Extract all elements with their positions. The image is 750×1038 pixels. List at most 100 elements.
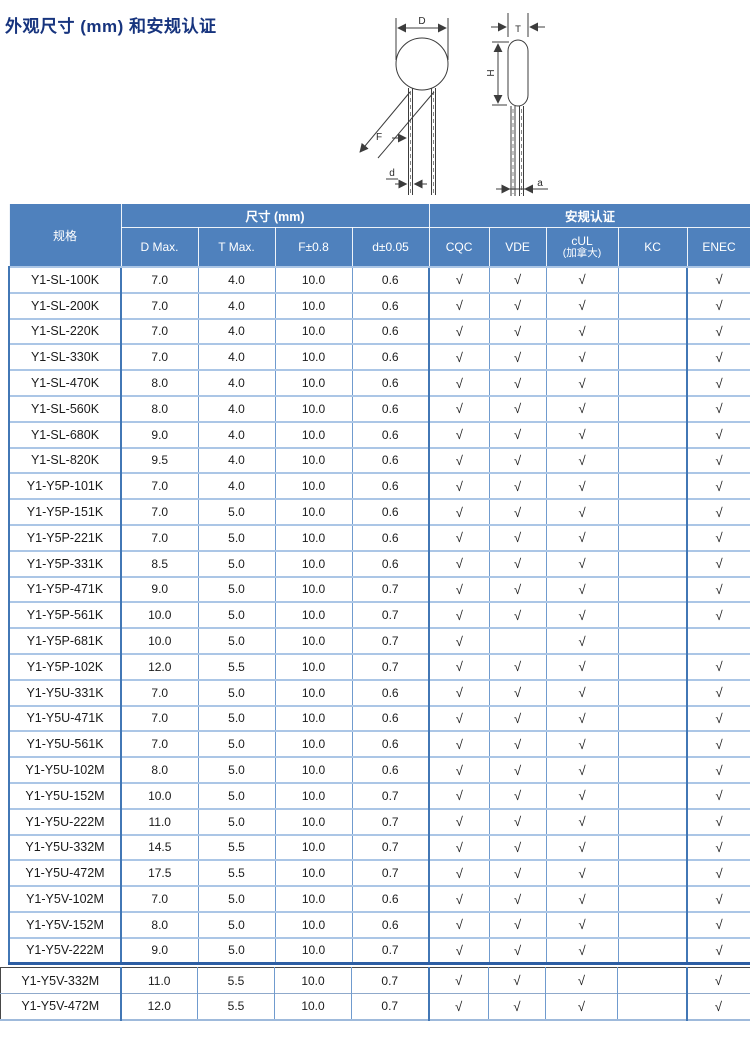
cqc-cell: √ (428, 266, 490, 293)
cul-cell: √ (545, 420, 619, 448)
kc-cell (617, 652, 688, 680)
vde-cell (488, 627, 547, 654)
enec-cell: √ (686, 394, 750, 422)
d-lead-cell: 0.6 (351, 756, 430, 783)
t-max-cell: 5.5 (197, 652, 275, 680)
cqc-cell: √ (428, 523, 490, 551)
d-max-cell: 7.0 (120, 317, 198, 345)
d-max-cell: 17.5 (120, 859, 198, 887)
cul-cell: √ (545, 885, 619, 912)
kc-cell (617, 678, 688, 706)
t-max-cell: 4.0 (197, 420, 275, 448)
cqc-cell: √ (428, 807, 490, 835)
f-cell: 10.0 (274, 652, 352, 680)
d-lead-cell: 0.7 (351, 859, 430, 887)
vde-cell: √ (488, 910, 547, 938)
t-max-cell: 4.0 (197, 317, 275, 345)
cul-cell: √ (545, 446, 619, 474)
vde-cell: √ (488, 498, 547, 525)
f-cell: 10.0 (274, 369, 352, 396)
spec-cell: Y1-SL-470K (8, 369, 121, 396)
table-row: Y1-Y5U-331K 7.0 5.0 10.0 0.6 √ √ √ √ (8, 678, 750, 706)
enec-cell: √ (686, 369, 750, 396)
d-max-cell: 8.0 (120, 394, 198, 422)
table-row: Y1-SL-470K 8.0 4.0 10.0 0.6 √ √ √ √ (8, 369, 750, 396)
cqc-cell: √ (428, 678, 490, 706)
header-cul-label: cUL (571, 234, 593, 248)
cul-cell: √ (545, 291, 619, 319)
cul-cell: √ (545, 498, 619, 525)
spec-cell: Y1-Y5P-561K (8, 601, 121, 629)
cqc-cell: √ (428, 498, 490, 525)
d-max-cell: 9.0 (120, 575, 198, 603)
spec-cell: Y1-Y5V-472M (0, 993, 121, 1020)
f-cell: 10.0 (274, 472, 352, 500)
enec-cell: √ (686, 652, 750, 680)
cul-cell: √ (545, 652, 619, 680)
header-enec: ENEC (686, 227, 750, 268)
vde-cell: √ (488, 601, 547, 629)
f-cell: 10.0 (274, 859, 352, 887)
header-d-lead: d±0.05 (351, 227, 430, 268)
t-max-cell: 5.5 (197, 993, 275, 1020)
vde-cell: √ (488, 523, 547, 551)
spec-cell: Y1-SL-680K (8, 420, 121, 448)
spec-cell: Y1-Y5P-471K (8, 575, 121, 603)
enec-cell: √ (686, 343, 750, 371)
kc-cell (617, 756, 688, 783)
t-max-cell: 5.0 (197, 781, 275, 809)
cul-cell: √ (545, 523, 619, 551)
d-max-cell: 7.0 (120, 730, 198, 758)
kc-cell (617, 343, 688, 371)
t-max-cell: 4.0 (197, 369, 275, 396)
spec-cell: Y1-SL-560K (8, 394, 121, 422)
enec-cell: √ (686, 885, 750, 912)
cqc-cell: √ (428, 420, 490, 448)
cqc-cell: √ (428, 343, 490, 371)
table-row: Y1-Y5U-152M 10.0 5.0 10.0 0.7 √ √ √ √ (8, 781, 750, 809)
d-lead-cell: 0.7 (351, 601, 430, 629)
cqc-cell: √ (428, 833, 490, 861)
spec-cell: Y1-Y5U-472M (8, 859, 121, 887)
enec-cell: √ (686, 807, 750, 835)
cul-cell: √ (545, 369, 619, 396)
table-row: Y1-Y5P-221K 7.0 5.0 10.0 0.6 √ √ √ √ (8, 523, 750, 551)
vde-cell: √ (488, 967, 546, 994)
cqc-cell: √ (428, 885, 490, 912)
t-max-cell: 5.0 (197, 627, 275, 654)
d-max-cell: 8.0 (120, 910, 198, 938)
vde-cell: √ (488, 369, 547, 396)
cqc-cell: √ (428, 910, 490, 938)
table-row: Y1-Y5P-561K 10.0 5.0 10.0 0.7 √ √ √ √ (8, 601, 750, 629)
kc-cell (617, 575, 688, 603)
cul-cell: √ (545, 601, 619, 629)
vde-cell: √ (488, 549, 547, 577)
cqc-cell: √ (428, 781, 490, 809)
spec-cell: Y1-Y5V-332M (0, 967, 121, 994)
d-max-cell: 7.0 (120, 343, 198, 371)
header-cul: cUL (加拿大) (545, 227, 619, 268)
cul-cell: √ (545, 859, 619, 887)
d-max-cell: 11.0 (120, 807, 198, 835)
cul-cell: √ (545, 549, 619, 577)
cul-cell: √ (545, 317, 619, 345)
kc-cell (617, 266, 688, 293)
cqc-cell: √ (428, 575, 490, 603)
f-cell: 10.0 (274, 317, 352, 345)
d-lead-cell: 0.6 (351, 394, 430, 422)
kc-cell (617, 498, 688, 525)
d-max-cell: 10.0 (120, 601, 198, 629)
f-cell: 10.0 (274, 420, 352, 448)
d-lead-cell: 0.7 (351, 833, 430, 861)
spec-cell: Y1-Y5V-102M (8, 885, 121, 912)
table-row: Y1-Y5U-471K 7.0 5.0 10.0 0.6 √ √ √ √ (8, 704, 750, 732)
kc-cell (617, 291, 688, 319)
enec-cell: √ (686, 601, 750, 629)
d-max-cell: 7.0 (120, 704, 198, 732)
spec-cell: Y1-Y5U-222M (8, 807, 121, 835)
spec-cell: Y1-SL-200K (8, 291, 121, 319)
spec-cell: Y1-Y5U-471K (8, 704, 121, 732)
d-max-cell: 8.5 (120, 549, 198, 577)
enec-cell: √ (686, 730, 750, 758)
cqc-cell: √ (427, 993, 489, 1020)
